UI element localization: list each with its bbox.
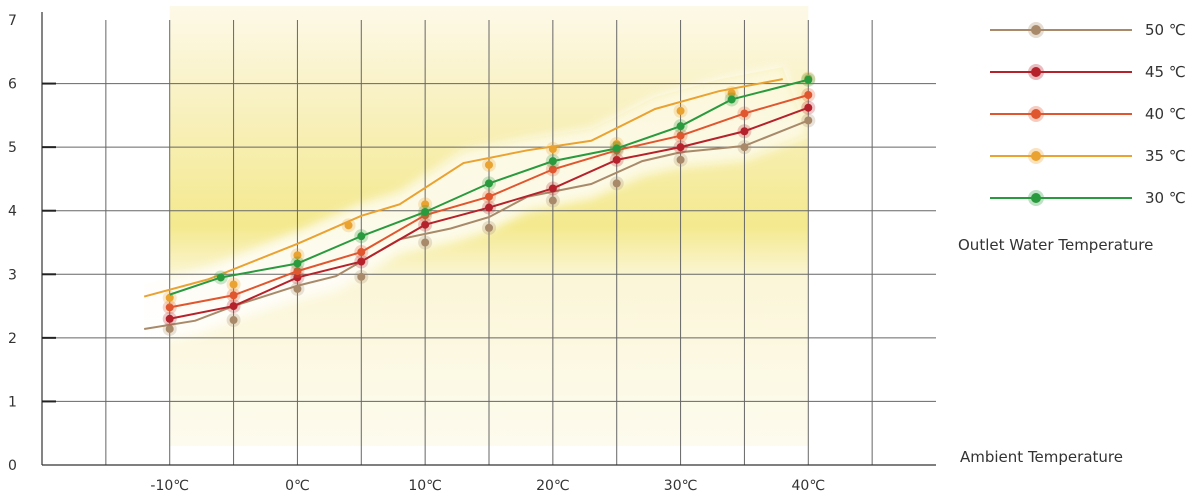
data-point [740,109,749,118]
data-point [293,284,302,293]
data-point [485,192,493,201]
series-4 [169,72,816,296]
series-line [144,119,809,330]
legend-label: 40 ℃ [1145,105,1186,123]
data-point [293,251,302,260]
plot-background [144,6,809,446]
data-point [727,89,736,98]
y-tick-label: 0 [8,458,17,474]
tick-labels: -10℃ 0℃ 10℃ 20℃ 30℃ 40℃ 0 1 2 3 4 5 6 7 [8,13,825,494]
data-point [421,238,430,247]
data-point [344,221,353,230]
legend-marker [1031,25,1041,35]
data-point [548,157,557,166]
data-point [485,223,493,232]
data-point [804,91,813,100]
series-layer [143,71,816,336]
data-point [165,293,174,302]
data-point [548,165,557,174]
data-point [740,127,749,136]
data-point [216,273,225,282]
y-tick-label: 3 [8,267,17,283]
data-point [229,291,238,300]
legend-item: 40 ℃ [990,105,1186,123]
x-tick-label: 10℃ [408,478,442,494]
y-tick-label: 6 [8,77,17,93]
data-point [804,75,813,84]
data-point [548,196,557,205]
data-point [676,143,685,152]
data-point [357,257,366,266]
series-1 [162,100,816,326]
y-tick-label: 7 [8,13,17,29]
series-line [143,78,783,298]
data-point [485,203,493,212]
legend-item: 35 ℃ [990,147,1186,165]
data-point [612,155,621,164]
data-point [421,200,430,209]
data-point [357,232,366,241]
legend-marker [1031,151,1041,161]
series-0 [144,113,816,336]
data-point [612,144,621,153]
data-point [229,316,238,325]
legend-marker [1031,109,1041,119]
legend-label: 30 ℃ [1145,189,1186,207]
grid-lines [42,20,936,465]
data-point [229,302,238,311]
legend-item: 45 ℃ [990,63,1186,81]
data-point [357,248,366,257]
data-point [165,314,174,323]
data-point [165,324,174,333]
data-point [485,160,493,169]
data-point [676,131,685,140]
data-point [727,95,736,104]
data-point [293,267,302,276]
legend-item: 50 ℃ [990,21,1186,39]
data-point [804,116,813,125]
legend-label: 50 ℃ [1145,21,1186,39]
y-tick-label: 1 [8,394,17,410]
x-axis-label: Ambient Temperature [960,448,1123,466]
x-tick-label: 0℃ [285,478,310,494]
legend-label: 35 ℃ [1145,147,1186,165]
y-tick-label: 5 [8,140,17,156]
data-point [293,273,302,282]
data-point [612,179,621,188]
legend-label: 45 ℃ [1145,63,1186,81]
x-tick-label: -10℃ [150,478,189,494]
y-tick-label: 2 [8,331,17,347]
data-point [740,143,749,152]
legend-item: 30 ℃ [990,189,1186,207]
legend-marker [1031,67,1041,77]
legend-title: Outlet Water Temperature [958,236,1153,254]
data-point [357,272,366,281]
data-point [293,259,302,268]
y-tick-label: 4 [8,204,17,220]
data-point [485,179,493,188]
data-point [421,220,430,229]
data-point [165,303,174,312]
data-point [229,280,238,289]
data-point [676,106,685,115]
data-point [421,207,430,216]
x-tick-label: 30℃ [664,478,698,494]
x-tick-label: 40℃ [792,478,826,494]
axes [41,12,936,466]
x-tick-label: 20℃ [536,478,570,494]
legend: 50 ℃ 45 ℃ 40 ℃ 35 ℃ 30 ℃ [990,21,1186,207]
data-point [548,145,557,154]
data-point [548,184,557,193]
data-point [676,155,685,164]
data-point [676,122,685,131]
legend-marker [1031,193,1041,203]
data-point [804,103,813,112]
